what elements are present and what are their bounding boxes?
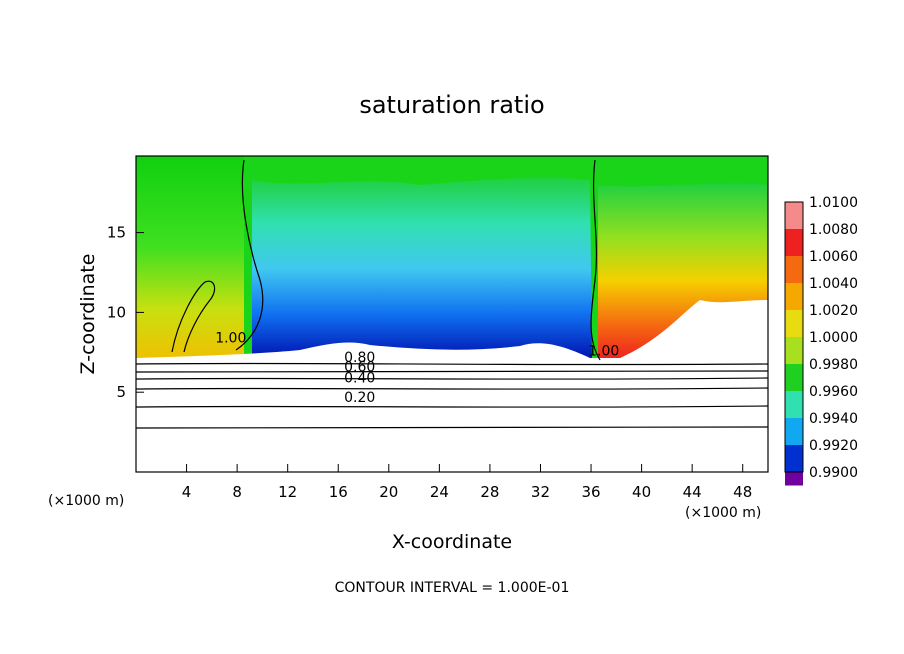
- contour-lines: [135, 159, 769, 429]
- x-tick-label: 8: [232, 483, 242, 501]
- colorbar-swatch: [785, 391, 803, 418]
- contour-label: 1.00: [215, 331, 246, 347]
- colorbar-level-label: 1.0060: [809, 249, 858, 265]
- x-tick-label: 44: [683, 483, 702, 501]
- colorbar-frame: [784, 201, 804, 473]
- colorbar-level-label: 0.9940: [809, 411, 858, 427]
- contour-0.50: [135, 377, 769, 380]
- contour-0.40: [135, 387, 769, 390]
- colorbar-swatch: [785, 256, 803, 283]
- colorbar-swatch: [785, 337, 803, 364]
- x-tick-label: 12: [278, 483, 297, 501]
- colorbar-swatch: [785, 418, 803, 445]
- contour-0.20: [135, 405, 769, 408]
- contour-interval-note: CONTOUR INTERVAL = 1.000E-01: [335, 580, 570, 596]
- colorbar: 1.0100 1.0080 1.0060 1.0040 1.0020 1.0000 0.99…: [784, 195, 858, 486]
- contour-0.80: [135, 362, 769, 366]
- contour-0.60: [135, 370, 769, 373]
- x-tick-label: 16: [329, 483, 348, 501]
- y-tick-label: 15: [107, 224, 126, 242]
- contour-label: 0.80: [344, 350, 375, 366]
- x-tick-label: 48: [733, 483, 752, 501]
- colorbar-swatch: [785, 202, 803, 229]
- colorbar-swatch: [785, 283, 803, 310]
- contour-1.00-right: [590, 159, 601, 361]
- x-tick-label: 36: [581, 483, 600, 501]
- x-axis: 4 8 12 16 20 24 28 32 36 40 44 48: [182, 464, 752, 501]
- colorbar-level-label: 1.0080: [809, 222, 858, 238]
- contour-labels: 1.00 1.00 0.800.600.40 0.20: [215, 331, 619, 406]
- y-tick-label: 10: [107, 303, 126, 321]
- contour-label: 0.20: [344, 390, 375, 406]
- below-cloud-region: [136, 300, 768, 472]
- x-tick-label: 4: [182, 483, 192, 501]
- x-tick-label: 32: [531, 483, 550, 501]
- colorbar-level-label: 1.0100: [809, 195, 858, 211]
- contour-label: 0.60: [344, 359, 375, 375]
- colorbar-level-label: 0.9960: [809, 384, 858, 400]
- y-axis: 5 10 15: [107, 224, 144, 401]
- x-axis-label: X-coordinate: [392, 531, 512, 553]
- field-subsaturated: [252, 177, 592, 360]
- colorbar-level-label: 0.9980: [809, 357, 858, 373]
- contour-1.00-left: [235, 159, 264, 351]
- x-unit-left: (×1000 m): [48, 493, 124, 509]
- y-axis-label: Z-coordinate: [77, 254, 99, 375]
- x-tick-label: 40: [632, 483, 651, 501]
- x-unit-right: (×1000 m): [685, 505, 761, 521]
- colorbar-swatch: [785, 310, 803, 337]
- x-tick-label: 24: [430, 483, 449, 501]
- colorbar-level-label: 0.9900: [809, 465, 858, 481]
- colorbar-swatch: [785, 229, 803, 256]
- colorbar-swatch: [785, 472, 803, 486]
- contour-label: 0.40: [344, 371, 375, 387]
- colorbar-level-label: 1.0000: [809, 330, 858, 346]
- plot-frame: [135, 155, 769, 473]
- contour-label: 1.00: [588, 343, 619, 359]
- plot-area: 1.00 1.00 0.800.600.40 0.20: [135, 155, 769, 473]
- x-tick-label: 20: [379, 483, 398, 501]
- chart-title: saturation ratio: [359, 91, 544, 119]
- colorbar-level-label: 0.9920: [809, 438, 858, 454]
- contour-0.10: [135, 426, 769, 429]
- field-left-moist: [136, 156, 244, 360]
- x-tick-label: 28: [480, 483, 499, 501]
- y-tick-label: 5: [116, 383, 126, 401]
- contour-1.00-loop: [171, 280, 216, 353]
- colorbar-swatch: [785, 364, 803, 391]
- colorbar-level-label: 1.0020: [809, 303, 858, 319]
- colorbar-level-label: 1.0040: [809, 276, 858, 292]
- colorbar-swatch: [785, 445, 803, 472]
